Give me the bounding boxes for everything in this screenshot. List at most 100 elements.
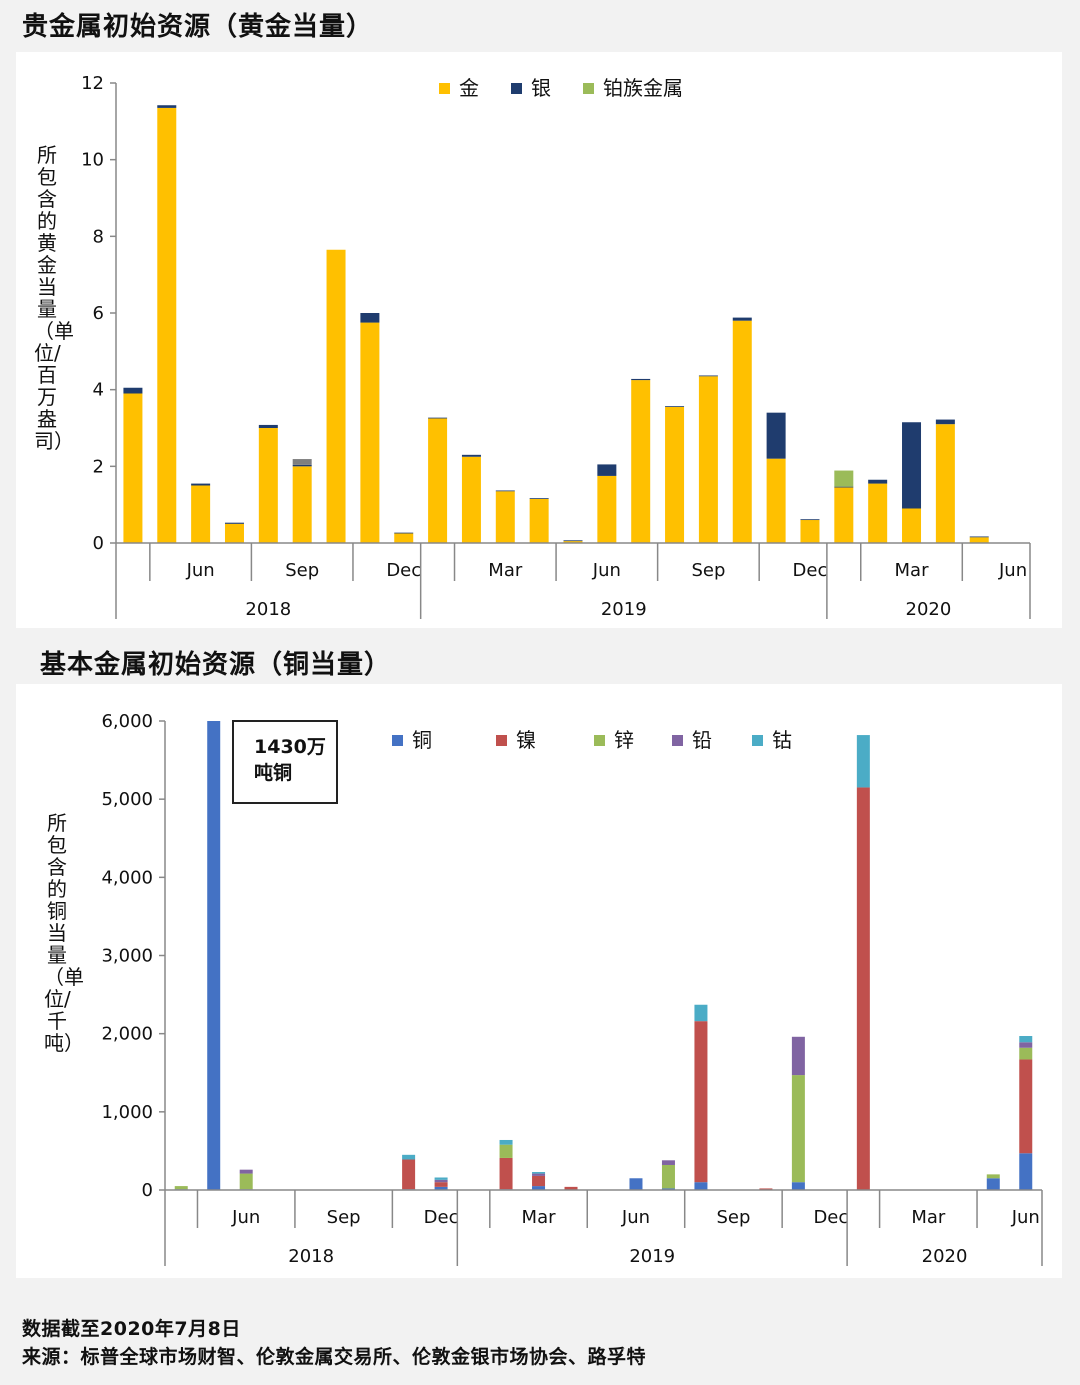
bar-2019-11-series-2 bbox=[791, 1075, 805, 1183]
bar-2018-11-series-0 bbox=[360, 322, 380, 543]
bar-2019-04-series-1 bbox=[529, 498, 549, 499]
bar-2019-02-series-1 bbox=[461, 454, 481, 457]
bar-2019-08-series-0 bbox=[665, 406, 685, 543]
legend-swatch bbox=[511, 83, 522, 94]
x-year-label: 2018 bbox=[245, 599, 291, 620]
x-month-label: Dec bbox=[793, 560, 828, 581]
bar-2020-01-series-0 bbox=[834, 487, 854, 543]
legend-label: 锌 bbox=[614, 728, 634, 752]
precious-y-axis-label: 所包含的黄金当量（单位/百万盎司） bbox=[34, 143, 74, 453]
precious-metals-chart: 0 2 4 6 8 10 12 Jun Sep Dec Mar Jun Sep Dec Mar Jun 2018… bbox=[81, 73, 1031, 620]
bar-2018-06-series-1 bbox=[191, 483, 211, 486]
bar-2019-10-series-1 bbox=[732, 317, 752, 321]
bar-2020-05-series-0 bbox=[986, 1178, 1000, 1190]
bar-2020-04-series-1 bbox=[935, 419, 955, 425]
bar-2018-04-series-0 bbox=[123, 393, 143, 543]
legend-swatch bbox=[672, 735, 683, 746]
bar-2019-10-series-0 bbox=[732, 320, 752, 543]
bar-2020-05-series-1 bbox=[969, 536, 989, 538]
bar-2018-06-series-0 bbox=[191, 485, 211, 543]
bar-2020-06-series-2 bbox=[1019, 1047, 1033, 1060]
precious-metals-chart-panel: 所包含的黄金当量（单位/百万盎司） 0 2 4 6 8 10 12 Jun Sep Dec Mar J… bbox=[16, 52, 1062, 628]
annotation-line-1: 1430万 bbox=[254, 736, 326, 758]
footer-date: 数据截至2020年7月8日 bbox=[22, 1318, 241, 1340]
bar-2018-06-series-2 bbox=[239, 1173, 253, 1190]
bar-2019-06-series-1 bbox=[597, 464, 617, 476]
y-tick-label: 4 bbox=[93, 380, 104, 401]
bar-2020-01-series-2 bbox=[834, 470, 854, 487]
x-year-label: 2018 bbox=[288, 1246, 334, 1267]
bar-2019-12-series-1 bbox=[800, 519, 820, 521]
bar-2018-12-series-0 bbox=[394, 533, 414, 543]
base-metals-chart-panel: 所包含的铜当量（单位/千吨） 0 1,000 2,000 3,000 4,000 5,00… bbox=[16, 684, 1062, 1278]
bar-2019-11-series-3 bbox=[791, 1036, 805, 1076]
bar-2018-09-series-3 bbox=[292, 459, 312, 465]
bar-2019-10-series-1 bbox=[759, 1188, 773, 1190]
bar-2019-07-series-0 bbox=[631, 380, 651, 543]
bar-2019-03-series-4 bbox=[532, 1172, 546, 1174]
legend-label: 铜 bbox=[412, 728, 432, 752]
x-month-label: Dec bbox=[424, 1207, 459, 1228]
bar-2020-05-series-0 bbox=[969, 537, 989, 543]
y-tick-label: 0 bbox=[142, 1180, 153, 1201]
x-year-label: 2020 bbox=[906, 599, 952, 620]
legend-label: 金 bbox=[459, 76, 479, 100]
bar-2019-02-series-2 bbox=[499, 1144, 513, 1158]
bar-2018-12-series-4 bbox=[434, 1177, 448, 1180]
bar-2018-12-series-3 bbox=[434, 1179, 448, 1183]
bar-2018-09-series-0 bbox=[292, 466, 312, 543]
legend-swatch bbox=[583, 83, 594, 94]
annotation-line-2: 吨铜 bbox=[254, 762, 293, 784]
bar-2019-07-series-2 bbox=[661, 1164, 675, 1189]
bar-2020-03-series-1 bbox=[902, 422, 922, 509]
x-month-label: Jun bbox=[231, 1207, 260, 1228]
x-month-label: Jun bbox=[998, 560, 1027, 581]
x-month-label: Jun bbox=[186, 560, 215, 581]
bar-2018-10-series-0 bbox=[326, 249, 346, 543]
y-tick-label: 0 bbox=[93, 533, 104, 554]
bar-2019-03-series-1 bbox=[532, 1175, 546, 1187]
bar-2019-11-series-1 bbox=[766, 412, 786, 459]
bar-2018-05-series-0 bbox=[207, 721, 221, 1190]
bar-2019-02-series-4 bbox=[499, 1139, 513, 1145]
x-month-label: Sep bbox=[327, 1207, 361, 1228]
bar-2020-01-series-1 bbox=[834, 486, 854, 488]
y-tick-label: 2 bbox=[93, 456, 104, 477]
y-tick-label: 10 bbox=[81, 150, 104, 171]
bar-2018-11-series-1 bbox=[402, 1159, 416, 1190]
y-tick-label: 1,000 bbox=[101, 1102, 153, 1123]
y-tick-label: 8 bbox=[93, 226, 104, 247]
bar-2020-01-series-4 bbox=[856, 735, 870, 788]
x-month-label: Jun bbox=[1011, 1207, 1040, 1228]
bar-2019-12-series-0 bbox=[800, 520, 820, 543]
legend-label: 铅 bbox=[692, 728, 712, 752]
x-month-label: Sep bbox=[285, 560, 319, 581]
x-year-label: 2020 bbox=[922, 1246, 968, 1267]
y-tick-label: 6,000 bbox=[101, 711, 153, 732]
bar-2018-04-series-2 bbox=[174, 1186, 188, 1190]
bar-2019-07-series-0 bbox=[661, 1188, 675, 1190]
bar-2019-08-series-0 bbox=[694, 1182, 708, 1190]
bar-2018-07-series-1 bbox=[224, 522, 244, 524]
bar-2018-08-series-0 bbox=[258, 428, 278, 543]
bar-2019-08-series-4 bbox=[694, 1004, 708, 1022]
bar-2020-04-series-0 bbox=[935, 424, 955, 543]
y-tick-label: 3,000 bbox=[101, 946, 153, 967]
y-tick-label: 2,000 bbox=[101, 1024, 153, 1045]
bar-2020-03-series-0 bbox=[902, 508, 922, 543]
x-month-label: Dec bbox=[386, 560, 421, 581]
footer-source: 来源：标普全球市场财智、伦敦金属交易所、伦敦金银市场协会、路孚特 bbox=[22, 1346, 647, 1368]
bar-2018-06-series-3 bbox=[239, 1169, 253, 1174]
bar-2019-07-series-1 bbox=[631, 378, 651, 381]
bar-2020-06-series-3 bbox=[1019, 1042, 1033, 1048]
legend-label: 镍 bbox=[516, 728, 536, 752]
bar-2020-02-series-0 bbox=[868, 483, 888, 543]
bar-2019-05-series-1 bbox=[563, 540, 583, 542]
legend-swatch bbox=[439, 83, 450, 94]
bar-2020-06-series-1 bbox=[1019, 1059, 1033, 1154]
legend-label: 银 bbox=[531, 76, 551, 100]
bar-2019-07-series-3 bbox=[661, 1160, 675, 1165]
bar-2018-12-series-1 bbox=[394, 532, 414, 534]
copper-annotation-box: 1430万 吨铜 bbox=[232, 720, 338, 804]
bar-2020-06-series-4 bbox=[1019, 1036, 1033, 1043]
